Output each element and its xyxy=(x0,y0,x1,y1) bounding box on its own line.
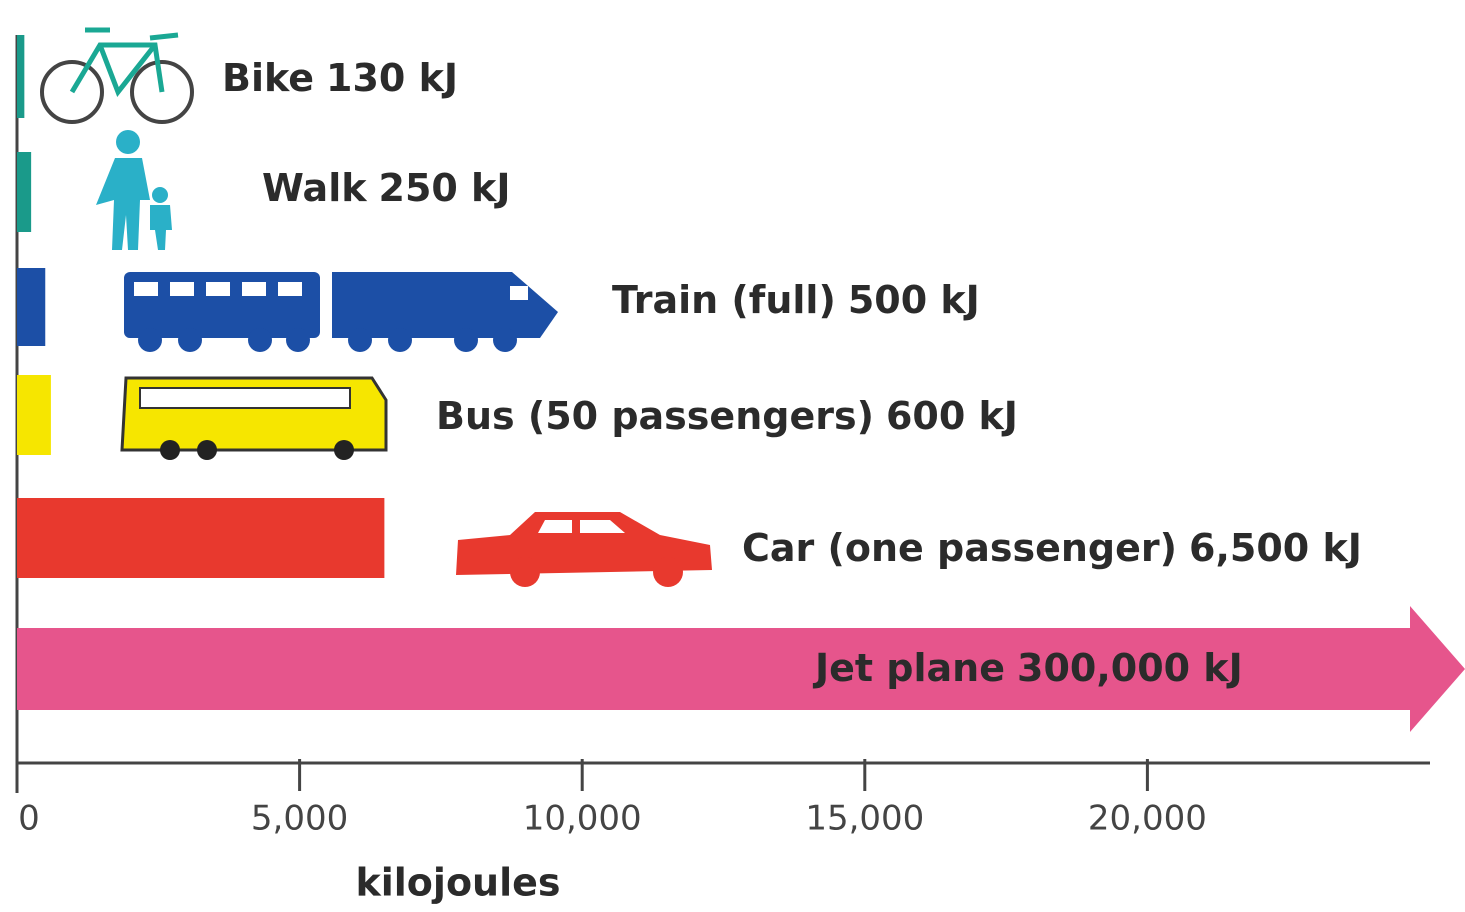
value-label: 250 kJ xyxy=(379,166,511,210)
bar-label: Car (one passenger) 6,500 kJ xyxy=(742,526,1362,570)
value-label: 500 kJ xyxy=(848,278,980,322)
train-icon xyxy=(124,272,558,352)
category-label: Walk xyxy=(262,166,367,210)
x-tick-label: 10,000 xyxy=(523,799,642,839)
x-tick-label: 20,000 xyxy=(1088,799,1207,839)
x-tick-label: 5,000 xyxy=(251,799,348,839)
walk-icon xyxy=(96,130,172,250)
bar xyxy=(17,268,45,346)
x-tick-label: 0 xyxy=(18,799,40,839)
bar xyxy=(17,152,31,232)
category-label: Bus (50 passengers) xyxy=(436,394,874,438)
x-tick-label: 15,000 xyxy=(805,799,924,839)
bar xyxy=(17,498,384,578)
bar-label: Train (full) 500 kJ xyxy=(612,278,980,322)
chart: kilojoules 0 5,000 10,000 15,000 20,000 Bike 1… xyxy=(0,0,1465,912)
bar xyxy=(17,606,1465,732)
bus-icon xyxy=(122,378,386,460)
bar xyxy=(17,35,24,118)
category-label: Car (one passenger) xyxy=(742,526,1177,570)
bar xyxy=(17,375,51,455)
value-label: 300,000 kJ xyxy=(1017,646,1243,690)
bar-label: Walk 250 kJ xyxy=(262,166,510,210)
bike-icon xyxy=(42,30,192,122)
category-label: Bike xyxy=(222,56,314,100)
car-icon xyxy=(456,512,712,587)
value-label: 600 kJ xyxy=(886,394,1018,438)
x-axis-title: kilojoules xyxy=(355,861,560,905)
bar-label: Bike 130 kJ xyxy=(222,56,458,100)
bar-label: Bus (50 passengers) 600 kJ xyxy=(436,394,1018,438)
category-label: Train (full) xyxy=(612,278,836,322)
value-label: 130 kJ xyxy=(326,56,458,100)
value-label: 6,500 kJ xyxy=(1189,526,1362,570)
category-label: Jet plane xyxy=(812,646,1005,690)
bar-label: Jet plane 300,000 kJ xyxy=(812,646,1243,690)
